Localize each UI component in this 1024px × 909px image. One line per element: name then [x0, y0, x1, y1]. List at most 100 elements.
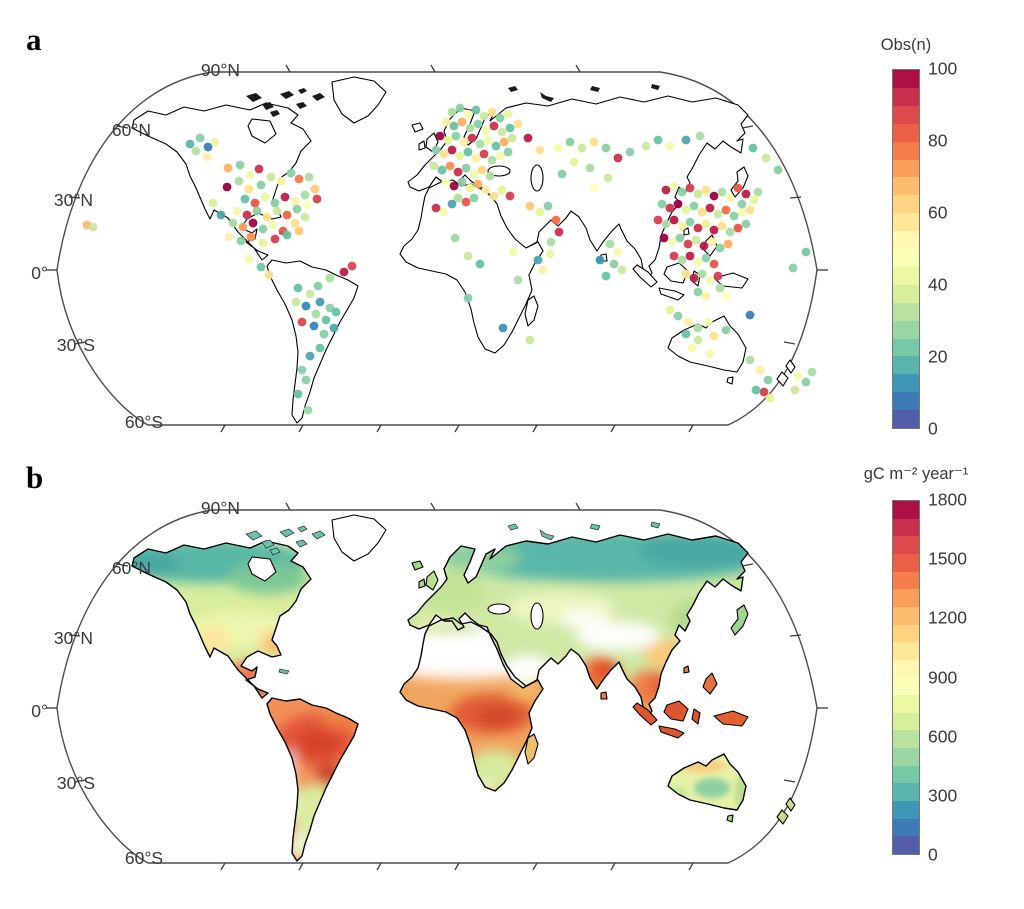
observation-site-dot — [234, 176, 244, 186]
observation-site-dot — [793, 371, 803, 381]
observation-site-dot — [311, 309, 321, 319]
observation-site-dot — [697, 207, 707, 217]
observation-site-dot — [315, 297, 325, 307]
observation-site-dot — [473, 179, 483, 189]
colorbar-step — [893, 123, 919, 143]
observation-site-dot — [641, 141, 651, 151]
observation-site-dot — [665, 305, 675, 315]
observation-site-dot — [677, 255, 687, 265]
observation-site-dot — [347, 261, 357, 271]
observation-site-dot — [693, 287, 703, 297]
observation-site-dot — [603, 173, 613, 183]
observation-site-dot — [453, 193, 463, 203]
observation-site-dot — [244, 254, 254, 264]
observation-site-dot — [801, 247, 811, 257]
observation-site-dot — [705, 349, 715, 359]
colorbar-tick-label: 0 — [928, 844, 938, 865]
observation-site-dot — [737, 207, 747, 217]
colorbar-ticks-b: 1800 1500 1200 900 600 300 0 — [928, 490, 988, 865]
observation-site-dot — [302, 200, 312, 210]
observation-site-dot — [244, 184, 254, 194]
observation-site-dot — [705, 203, 715, 213]
observation-site-dot — [653, 135, 663, 145]
observation-site-dot — [450, 233, 460, 243]
observation-site-dot — [513, 275, 523, 285]
colorbar-step — [893, 338, 919, 358]
observation-site-dot — [471, 105, 481, 115]
observation-site-dot — [745, 355, 755, 365]
observation-site-dot — [465, 183, 475, 193]
colorbar-step — [893, 410, 919, 428]
observation-site-dot — [701, 219, 711, 229]
observation-site-dot — [246, 232, 256, 242]
colorbar-step — [893, 141, 919, 161]
observation-site-dot — [293, 389, 303, 399]
observation-site-dot — [301, 301, 311, 311]
colorbar-bar-b — [892, 500, 920, 855]
observation-site-dot — [693, 223, 703, 233]
observation-site-dot — [713, 209, 723, 219]
observation-site-dot — [481, 125, 491, 135]
colorbar-step — [893, 589, 919, 608]
observation-site-dot — [508, 247, 518, 257]
colorbar-step — [893, 836, 919, 854]
colorbar-step — [893, 70, 919, 89]
observation-site-dot — [685, 217, 695, 227]
observation-site-dot — [717, 187, 727, 197]
observation-site-dot — [495, 151, 505, 161]
observation-site-dot — [665, 203, 675, 213]
observation-site-dot — [222, 182, 232, 192]
observation-site-dot — [264, 270, 274, 280]
colorbar-step — [893, 659, 919, 679]
observation-site-dot — [525, 335, 535, 345]
observation-site-dot — [449, 121, 459, 131]
observation-site-dot — [673, 199, 683, 209]
colorbar-step — [893, 518, 919, 538]
observation-site-dot — [699, 241, 709, 251]
observation-site-dot — [242, 210, 252, 220]
observation-site-dot — [313, 281, 323, 291]
observation-site-dot — [260, 192, 270, 202]
observation-site-dot — [266, 172, 276, 182]
colorbar-step — [893, 695, 919, 714]
observation-site-dot — [498, 323, 508, 333]
observation-site-dot — [256, 180, 266, 190]
colorbar-step — [893, 553, 919, 573]
observation-site-dot — [473, 119, 483, 129]
observation-site-dot — [709, 225, 719, 235]
colorbar-step — [893, 783, 919, 803]
observation-site-dot — [329, 323, 339, 333]
colorbar-step — [893, 392, 919, 412]
observation-site-dot — [669, 181, 679, 191]
observation-site-dot — [294, 226, 304, 236]
observation-site-dot — [788, 263, 798, 273]
colorbar-step — [893, 213, 919, 233]
observation-site-dot — [790, 385, 800, 395]
colorbar-step — [893, 284, 919, 304]
observation-site-dot — [763, 375, 773, 385]
observation-site-dot — [659, 233, 669, 243]
observation-site-dot — [657, 199, 667, 209]
lat-label-30n: 30°N — [53, 190, 93, 210]
observation-site-dot — [305, 289, 315, 299]
colorbar-step — [893, 266, 919, 286]
observation-site-dot — [235, 160, 245, 170]
observation-site-dot — [601, 271, 611, 281]
colorbar-step — [893, 231, 919, 251]
obs-dots — [82, 103, 817, 415]
observation-site-dot — [223, 163, 233, 173]
observation-site-dot — [321, 315, 331, 325]
observation-site-dot — [297, 365, 307, 375]
observation-site-dot — [195, 133, 205, 143]
observation-site-dot — [303, 405, 313, 415]
observation-site-dot — [301, 375, 311, 385]
observation-site-dot — [491, 141, 501, 151]
colorbar-step — [893, 571, 919, 591]
observation-site-dot — [589, 137, 599, 147]
observation-site-dot — [447, 145, 457, 155]
lat-label-30s-b: 30°S — [56, 773, 95, 793]
colorbar-tick-label: 20 — [928, 346, 948, 367]
observation-site-dot — [495, 113, 505, 123]
observation-site-dot — [693, 257, 703, 267]
observation-site-dot — [557, 169, 567, 179]
